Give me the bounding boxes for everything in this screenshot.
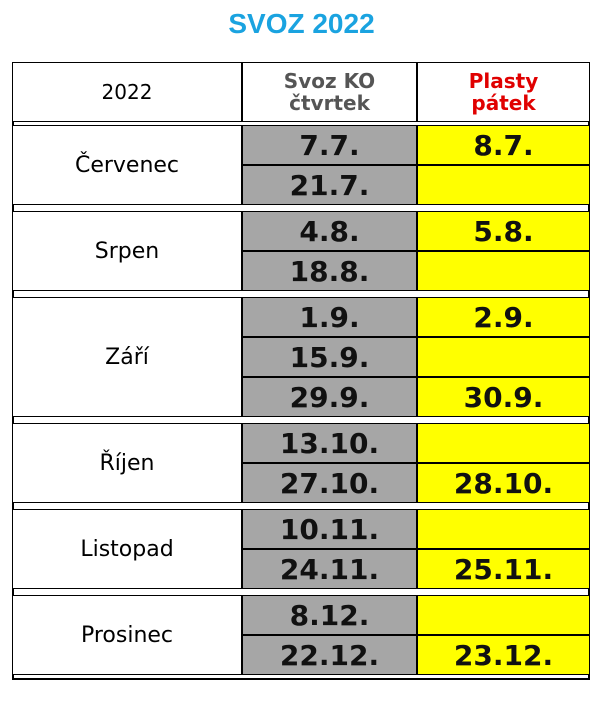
- date-cell: 18.8.: [242, 251, 417, 291]
- header-line: pátek: [471, 91, 536, 115]
- month-cell: Červenec: [12, 125, 242, 205]
- header-line: čtvrtek: [289, 91, 370, 115]
- date-cell: 29.9.: [242, 377, 417, 417]
- date-cell: 7.7.: [242, 125, 417, 165]
- date-cell: 13.10.: [242, 423, 417, 463]
- date-cell: 10.11.: [242, 509, 417, 549]
- header-line: 2022: [101, 80, 153, 104]
- month-cell: Srpen: [12, 211, 242, 291]
- date-cell: 15.9.: [242, 337, 417, 377]
- date-cell: 27.10.: [242, 463, 417, 503]
- date-cell: 25.11.: [417, 549, 590, 589]
- header-cell: Plasty pátek: [417, 62, 590, 122]
- date-cell: [417, 595, 590, 635]
- title: SVOZ 2022: [228, 8, 375, 39]
- date-cell: 1.9.: [242, 297, 417, 337]
- date-cell: [417, 509, 590, 549]
- date-cell: 2.9.: [417, 297, 590, 337]
- month-cell: Prosinec: [12, 595, 242, 675]
- date-cell: 21.7.: [242, 165, 417, 205]
- date-cell: 30.9.: [417, 377, 590, 417]
- date-cell: [417, 251, 590, 291]
- month-cell: Říjen: [12, 423, 242, 503]
- date-cell: 23.12.: [417, 635, 590, 675]
- date-cell: 4.8.: [242, 211, 417, 251]
- date-cell: 8.12.: [242, 595, 417, 635]
- date-cell: [417, 423, 590, 463]
- date-cell: 28.10.: [417, 463, 590, 503]
- date-cell: 5.8.: [417, 211, 590, 251]
- header-line: Plasty: [468, 69, 539, 93]
- date-cell: 22.12.: [242, 635, 417, 675]
- date-cell: [417, 337, 590, 377]
- month-cell: Září: [12, 297, 242, 417]
- date-cell: [417, 165, 590, 205]
- month-cell: Listopad: [12, 509, 242, 589]
- header-cell: Svoz KO čtvrtek: [242, 62, 417, 122]
- header-cell: 2022: [12, 62, 242, 122]
- date-cell: 24.11.: [242, 549, 417, 589]
- date-cell: 8.7.: [417, 125, 590, 165]
- header-line: Svoz KO: [283, 69, 376, 93]
